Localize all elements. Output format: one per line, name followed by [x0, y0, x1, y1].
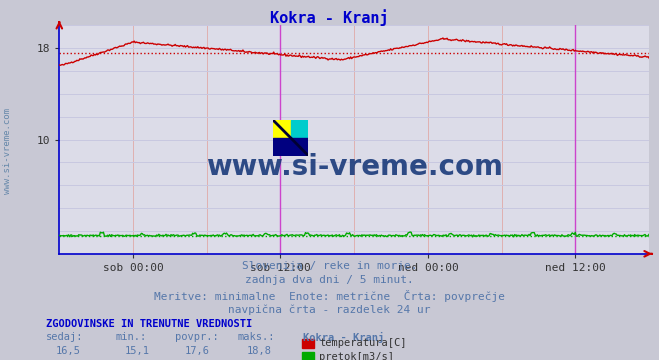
Bar — [291, 120, 308, 138]
Bar — [273, 120, 291, 138]
Text: min.:: min.: — [115, 332, 146, 342]
Text: Kokra - Kranj: Kokra - Kranj — [270, 9, 389, 26]
Text: 18,8: 18,8 — [247, 346, 272, 356]
Text: www.si-vreme.com: www.si-vreme.com — [206, 153, 503, 181]
Text: www.si-vreme.com: www.si-vreme.com — [3, 108, 13, 194]
Text: 15,1: 15,1 — [125, 346, 150, 356]
Text: navpična črta - razdelek 24 ur: navpična črta - razdelek 24 ur — [228, 304, 431, 315]
Text: temperatura[C]: temperatura[C] — [319, 338, 407, 348]
Text: pretok[m3/s]: pretok[m3/s] — [319, 352, 394, 360]
Text: 17,6: 17,6 — [185, 346, 210, 356]
Text: Meritve: minimalne  Enote: metrične  Črta: povprečje: Meritve: minimalne Enote: metrične Črta:… — [154, 290, 505, 302]
Text: povpr.:: povpr.: — [175, 332, 218, 342]
Text: ZGODOVINSKE IN TRENUTNE VREDNOSTI: ZGODOVINSKE IN TRENUTNE VREDNOSTI — [46, 319, 252, 329]
Text: sedaj:: sedaj: — [46, 332, 84, 342]
Text: 16,5: 16,5 — [56, 346, 81, 356]
Text: maks.:: maks.: — [237, 332, 275, 342]
Text: zadnja dva dni / 5 minut.: zadnja dva dni / 5 minut. — [245, 275, 414, 285]
Bar — [273, 138, 308, 156]
Text: Kokra - Kranj: Kokra - Kranj — [303, 332, 384, 343]
Text: Slovenija / reke in morje.: Slovenija / reke in morje. — [242, 261, 417, 271]
